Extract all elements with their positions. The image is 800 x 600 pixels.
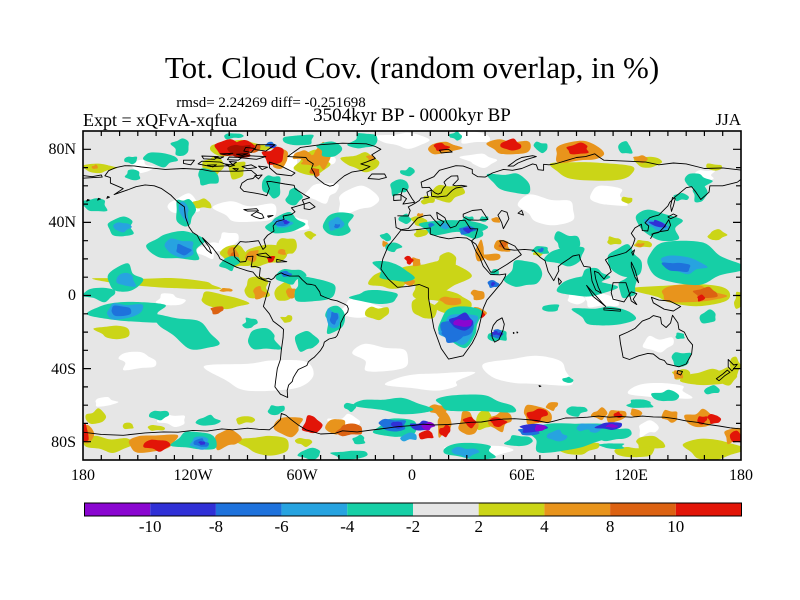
- svg-text:80N: 80N: [48, 141, 76, 158]
- svg-text:120W: 120W: [173, 467, 213, 484]
- svg-text:-10: -10: [139, 517, 162, 536]
- svg-text:rmsd= 2.24269 diff= -0.251698: rmsd= 2.24269 diff= -0.251698: [176, 95, 366, 111]
- svg-text:-6: -6: [275, 517, 289, 536]
- svg-text:3504kyr BP - 0000kyr BP: 3504kyr BP - 0000kyr BP: [313, 105, 511, 126]
- svg-text:10: 10: [667, 517, 684, 536]
- svg-text:2: 2: [474, 517, 483, 536]
- svg-text:40S: 40S: [51, 361, 76, 378]
- svg-text:0: 0: [68, 287, 76, 304]
- svg-text:Tot. Cloud Cov. (random overla: Tot. Cloud Cov. (random overlap, in %): [165, 50, 659, 85]
- svg-text:4: 4: [540, 517, 549, 536]
- svg-text:40N: 40N: [48, 214, 76, 231]
- svg-text:60W: 60W: [286, 467, 318, 484]
- svg-text:0: 0: [408, 467, 416, 484]
- svg-text:180: 180: [71, 467, 95, 484]
- svg-text:-4: -4: [340, 517, 355, 536]
- svg-text:-2: -2: [406, 517, 420, 536]
- svg-text:JJA: JJA: [715, 110, 741, 129]
- svg-text:60E: 60E: [509, 467, 535, 484]
- svg-text:8: 8: [606, 517, 615, 536]
- svg-text:Expt = xQFvA-xqfua: Expt = xQFvA-xqfua: [83, 110, 237, 130]
- svg-text:180: 180: [729, 467, 753, 484]
- svg-text:-8: -8: [209, 517, 223, 536]
- svg-text:120E: 120E: [614, 467, 648, 484]
- svg-text:80S: 80S: [51, 434, 76, 451]
